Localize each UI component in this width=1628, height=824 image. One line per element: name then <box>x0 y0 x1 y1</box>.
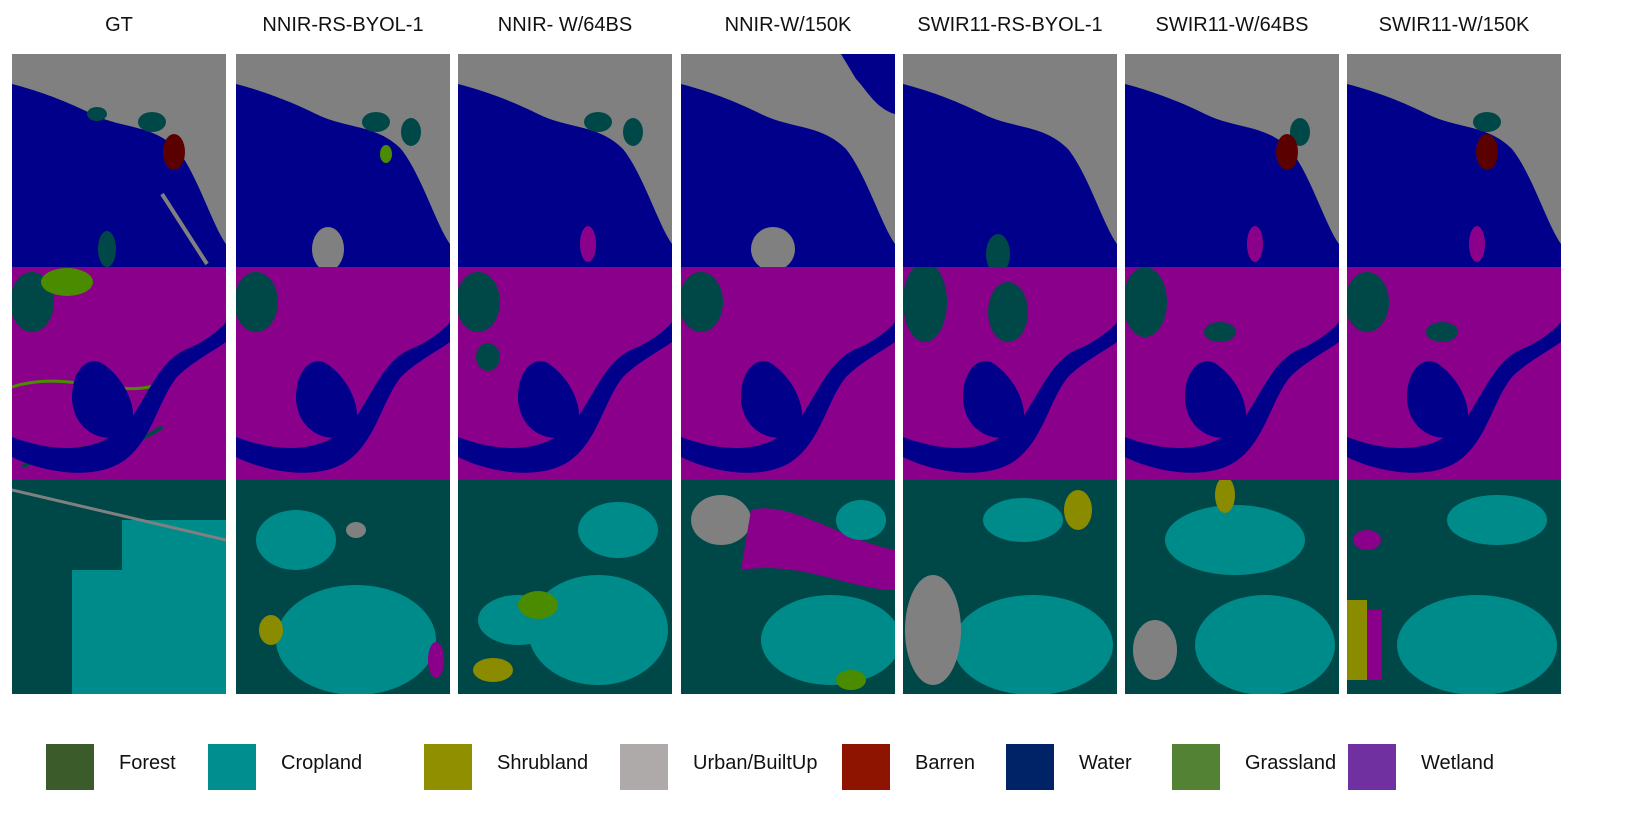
legend-label: Barren <box>915 752 976 774</box>
legend-swatch <box>424 744 472 790</box>
map-panel-coastal-scene <box>903 54 1117 268</box>
map-panel-river-meander-scene <box>12 267 226 481</box>
legend-label: Forest <box>119 752 176 774</box>
legend-swatch <box>1348 744 1396 790</box>
map-panel-coastal-scene <box>1347 54 1561 268</box>
legend-label: Urban/BuiltUp <box>693 752 818 774</box>
column-header: NNIR-W/150K <box>724 14 852 36</box>
map-panel-cropland-scene <box>1125 480 1339 694</box>
map-panel-cropland-scene <box>458 480 672 694</box>
legend-label: Water <box>1079 752 1132 774</box>
map-panel-river-meander-scene <box>458 267 672 481</box>
column-header: NNIR-RS-BYOL-1 <box>262 14 424 36</box>
map-panel-river-meander-scene <box>681 267 895 481</box>
column-header: SWIR11-W/64BS <box>1155 14 1309 36</box>
legend-swatch <box>208 744 256 790</box>
map-panel-river-meander-scene <box>1347 267 1561 481</box>
legend-swatch <box>46 744 94 790</box>
map-panel-cropland-scene <box>681 480 895 694</box>
map-panel-cropland-scene <box>1347 480 1561 694</box>
column-header: SWIR11-W/150K <box>1378 14 1530 36</box>
legend-swatch <box>1172 744 1220 790</box>
map-panel-coastal-scene <box>681 54 895 268</box>
map-panel-river-meander-scene <box>1125 267 1339 481</box>
column-header: SWIR11-RS-BYOL-1 <box>917 14 1103 36</box>
map-panel-cropland-scene <box>12 480 226 694</box>
legend-label: Wetland <box>1421 752 1495 774</box>
map-panel-coastal-scene <box>12 54 226 268</box>
map-panel-coastal-scene <box>1125 54 1339 268</box>
legend-label: Shrubland <box>497 752 589 774</box>
legend-swatch <box>620 744 668 790</box>
map-panel-cropland-scene <box>236 480 450 694</box>
legend-label: Grassland <box>1245 752 1337 774</box>
map-panel-coastal-scene <box>458 54 672 268</box>
legend-swatch <box>1006 744 1054 790</box>
map-panel-river-meander-scene <box>236 267 450 481</box>
legend-label: Cropland <box>281 752 363 774</box>
map-panel-coastal-scene <box>236 54 450 268</box>
legend-swatch <box>842 744 890 790</box>
column-header: NNIR- W/64BS <box>497 14 633 36</box>
map-panel-river-meander-scene <box>903 267 1117 481</box>
column-header: GT <box>105 14 133 36</box>
map-panel-cropland-scene <box>903 480 1117 694</box>
